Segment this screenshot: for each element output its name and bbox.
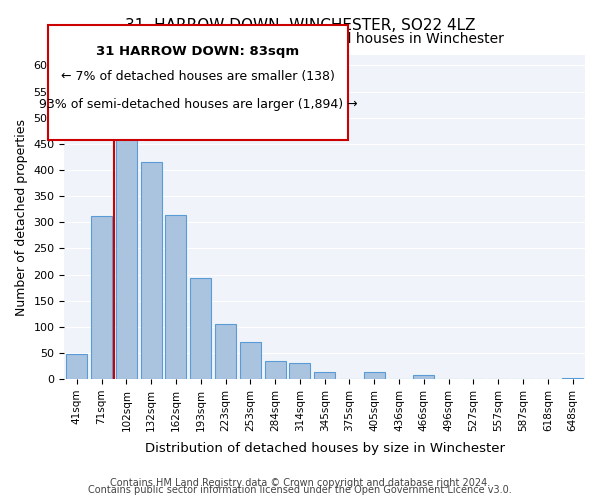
- Text: Contains HM Land Registry data © Crown copyright and database right 2024.: Contains HM Land Registry data © Crown c…: [110, 478, 490, 488]
- Bar: [314, 372, 335, 379]
- Bar: [140, 162, 162, 379]
- Y-axis label: Number of detached properties: Number of detached properties: [15, 118, 28, 316]
- Text: 31 HARROW DOWN: 83sqm: 31 HARROW DOWN: 83sqm: [97, 45, 299, 58]
- Bar: [364, 372, 385, 379]
- X-axis label: Distribution of detached houses by size in Winchester: Distribution of detached houses by size …: [145, 442, 505, 455]
- Text: Contains public sector information licensed under the Open Government Licence v3: Contains public sector information licen…: [88, 485, 512, 495]
- Bar: [166, 215, 187, 379]
- Bar: [91, 216, 112, 379]
- Bar: [190, 278, 211, 379]
- Text: ← 7% of detached houses are smaller (138): ← 7% of detached houses are smaller (138…: [61, 70, 335, 83]
- Text: 93% of semi-detached houses are larger (1,894) →: 93% of semi-detached houses are larger (…: [38, 98, 358, 110]
- Bar: [265, 360, 286, 379]
- Bar: [413, 375, 434, 379]
- Bar: [116, 128, 137, 379]
- Bar: [289, 364, 310, 379]
- Bar: [66, 354, 88, 379]
- Bar: [215, 324, 236, 379]
- Text: 31, HARROW DOWN, WINCHESTER, SO22 4LZ: 31, HARROW DOWN, WINCHESTER, SO22 4LZ: [125, 18, 475, 32]
- Bar: [240, 342, 261, 379]
- Text: Size of property relative to detached houses in Winchester: Size of property relative to detached ho…: [96, 32, 504, 46]
- Bar: [562, 378, 583, 379]
